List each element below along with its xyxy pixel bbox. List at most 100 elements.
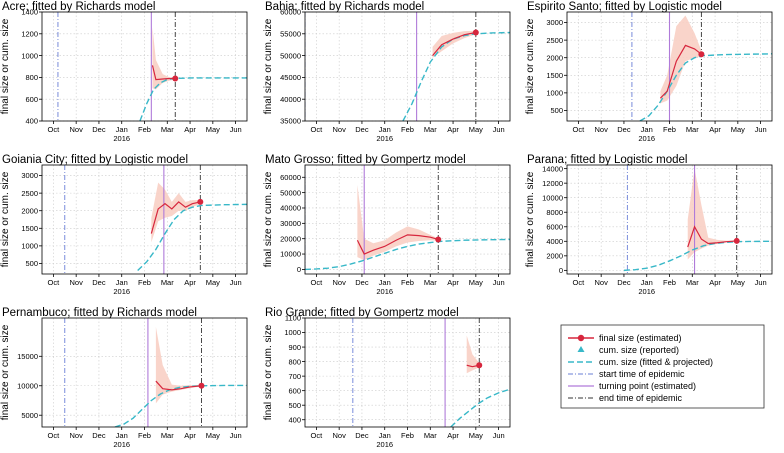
x-tick-label: Apr — [184, 278, 196, 287]
x-tick-label: Nov — [69, 431, 83, 440]
final-size-line — [432, 31, 476, 56]
x-tick-label: Feb — [138, 431, 151, 440]
plot-area — [57, 12, 247, 121]
x-tick-label: Dec — [92, 125, 106, 134]
x-tick-label: Nov — [69, 125, 83, 134]
panel-1: Bahia; fitted by Richards model final siz… — [263, 1, 511, 143]
y-tick-label: 20000 — [280, 234, 301, 243]
legend: final size (estimated) cum. size (report… — [560, 324, 765, 409]
panel-frame — [41, 11, 248, 122]
panel-title: Goiania City; fitted by Logistic model — [2, 154, 188, 166]
panel-title: Acre; fitted by Richards model — [2, 1, 155, 13]
x-tick-label: Mar — [161, 278, 174, 287]
final-size-point — [197, 198, 204, 205]
y-tick-label: 2000 — [546, 252, 563, 261]
x-tick-label: Feb — [138, 278, 151, 287]
y-tick-label: 50000 — [280, 188, 301, 197]
y-tick-label: 700 — [288, 372, 301, 381]
y-tick-label: 60000 — [280, 173, 301, 182]
panel-title: Bahia; fitted by Richards model — [265, 1, 424, 13]
final-size-point — [733, 237, 740, 244]
x-tick-label: Apr — [709, 278, 721, 287]
x-tick-label: Jun — [755, 278, 767, 287]
x-tick-label: Nov — [594, 278, 608, 287]
y-tick-label: 10000 — [17, 381, 38, 390]
plot-area — [305, 12, 510, 121]
panel-frame — [41, 317, 248, 428]
y-tick-label: 2500 — [21, 189, 38, 198]
final-size-line — [356, 234, 439, 255]
x-tick-label: Oct — [311, 431, 324, 440]
year-label: 2016 — [113, 134, 130, 143]
x-tick-label: Oct — [573, 125, 586, 134]
legend-label-turning: turning point (estimated) — [599, 381, 696, 391]
panel-frame — [304, 164, 511, 275]
panel-frame — [304, 11, 511, 122]
y-tick-label: 10000 — [542, 193, 563, 202]
plot-area — [64, 318, 247, 427]
y-tick-label: 600 — [288, 386, 301, 395]
y-axis-label: final size or cum. size — [263, 324, 274, 420]
x-tick-label: Dec — [92, 431, 106, 440]
y-tick-label: 3000 — [21, 171, 38, 180]
x-tick-label: May — [731, 278, 745, 287]
x-tick-label: Dec — [355, 431, 369, 440]
y-tick-label: 1000 — [546, 89, 563, 98]
final-size-point — [698, 51, 705, 58]
y-tick-label: 3000 — [546, 18, 563, 27]
year-label: 2016 — [376, 440, 393, 449]
x-tick-label: Jun — [230, 278, 242, 287]
legend-label-cum-fitted: cum. size (fitted & projected) — [599, 357, 713, 367]
x-tick-label: Jan — [379, 278, 391, 287]
cum-size-fitted-line — [450, 388, 510, 427]
y-axis-label: final size or cum. size — [263, 18, 274, 114]
final-size-point — [472, 29, 479, 36]
y-tick-label: 400 — [25, 117, 38, 126]
x-tick-label: Mar — [161, 431, 174, 440]
x-tick-label: Jun — [755, 125, 767, 134]
final-size-line — [687, 225, 737, 248]
panel-title: Parana; fitted by Logistic model — [527, 154, 687, 166]
panel-0: Acre; fitted by Richards model final size… — [0, 1, 248, 143]
plot-area — [631, 12, 772, 121]
y-tick-label: 14000 — [542, 164, 563, 173]
panel-title: Pernambuco; fitted by Richards model — [2, 307, 197, 319]
x-tick-label: Mar — [686, 278, 699, 287]
panels: Acre; fitted by Richards model final size… — [0, 1, 773, 449]
y-axis-label: final size or cum. size — [0, 18, 11, 114]
year-label: 2016 — [376, 287, 393, 296]
x-tick-label: May — [469, 278, 483, 287]
y-tick-label: 40000 — [280, 95, 301, 104]
panel-title: Espirito Santo; fitted by Logistic model — [527, 1, 722, 13]
x-tick-label: Oct — [311, 125, 324, 134]
x-tick-label: Oct — [48, 278, 61, 287]
y-tick-label: 45000 — [280, 73, 301, 82]
legend-entry-end: end time of epidemic — [568, 393, 683, 403]
x-tick-label: Oct — [48, 125, 61, 134]
x-tick-label: Oct — [311, 278, 324, 287]
cum-size-fitted-line — [137, 203, 247, 271]
x-tick-label: Mar — [424, 125, 437, 134]
x-tick-label: Feb — [138, 125, 151, 134]
x-tick-label: Jun — [230, 431, 242, 440]
x-tick-label: Apr — [709, 125, 721, 134]
y-tick-label: 500 — [288, 401, 301, 410]
x-tick-label: Mar — [161, 125, 174, 134]
y-tick-label: 1100 — [285, 314, 301, 323]
y-tick-label: 60000 — [280, 8, 301, 17]
legend-entry-cum-fitted: cum. size (fitted & projected) — [568, 357, 713, 367]
legend-entry-cum-reported: cum. size (reported) — [577, 345, 679, 355]
x-tick-label: Dec — [355, 278, 369, 287]
final-size-band — [466, 335, 480, 374]
y-tick-label: 1500 — [21, 224, 38, 233]
x-tick-label: Feb — [663, 278, 676, 287]
legend-label-cum-reported: cum. size (reported) — [599, 345, 679, 355]
panel-2: Espirito Santo; fitted by Logistic model… — [525, 1, 773, 143]
x-tick-label: May — [469, 431, 483, 440]
x-tick-label: Dec — [617, 125, 631, 134]
x-tick-label: Dec — [92, 278, 106, 287]
y-tick-label: 1500 — [546, 71, 563, 80]
cum-size-fitted-line — [139, 77, 247, 121]
legend-box — [560, 324, 765, 409]
y-tick-label: 1000 — [284, 328, 301, 337]
